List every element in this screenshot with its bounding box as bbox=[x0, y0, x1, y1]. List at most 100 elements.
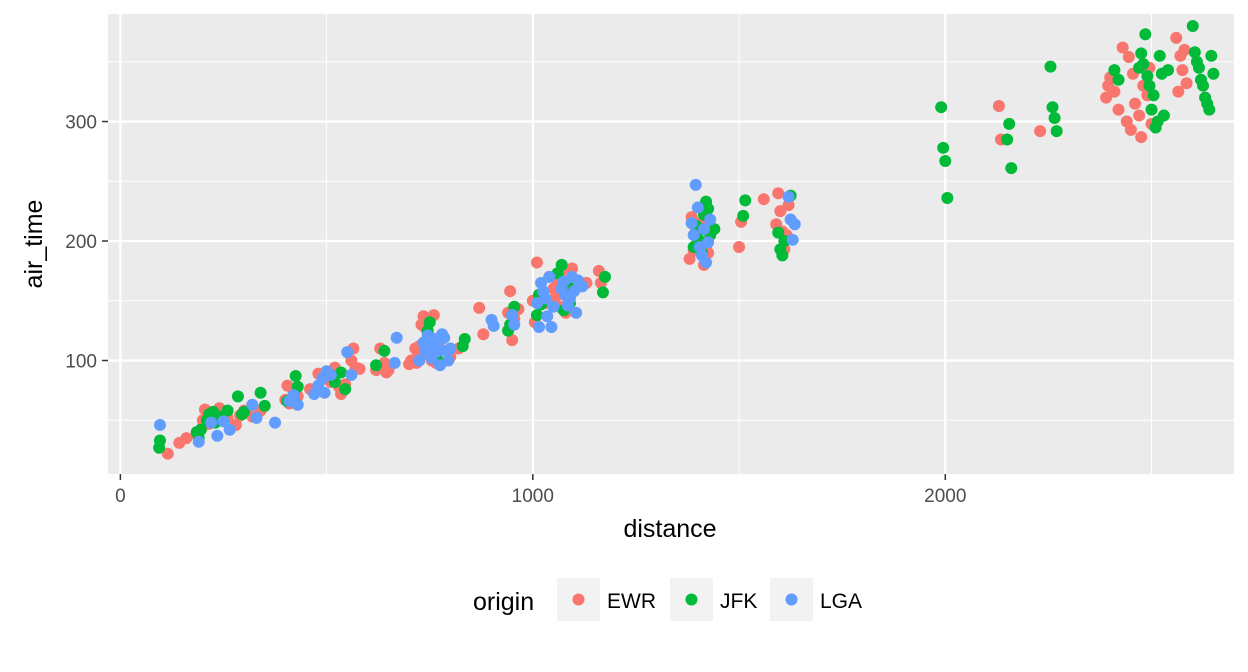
data-point-jfk bbox=[1141, 70, 1154, 83]
data-point-lga bbox=[324, 368, 337, 381]
data-point-jfk bbox=[1153, 49, 1166, 62]
data-point-lga bbox=[786, 233, 799, 246]
data-point-jfk bbox=[1145, 103, 1158, 116]
data-point-jfk bbox=[1112, 73, 1125, 86]
data-point-jfk bbox=[1192, 61, 1205, 74]
data-point-jfk bbox=[708, 223, 721, 236]
data-point-ewr bbox=[1129, 97, 1142, 110]
legend-label-lga: LGA bbox=[820, 590, 862, 613]
data-point-ewr bbox=[504, 285, 517, 298]
data-point-jfk bbox=[937, 141, 950, 154]
data-point-lga bbox=[687, 229, 700, 242]
data-points bbox=[153, 19, 1220, 460]
data-point-jfk bbox=[1203, 103, 1216, 116]
data-point-lga bbox=[697, 223, 710, 236]
data-point-ewr bbox=[782, 199, 795, 212]
data-point-jfk bbox=[1048, 111, 1061, 124]
x-axis-title: distance bbox=[623, 515, 716, 543]
data-point-lga bbox=[545, 321, 558, 334]
data-point-jfk bbox=[772, 226, 785, 239]
data-point-jfk bbox=[1137, 58, 1150, 71]
data-point-lga bbox=[413, 354, 426, 367]
legend: origin EWR JFK LGA bbox=[473, 578, 862, 621]
data-point-lga bbox=[541, 310, 554, 323]
data-point-ewr bbox=[757, 193, 770, 206]
data-point-jfk bbox=[1044, 60, 1057, 73]
data-point-jfk bbox=[231, 390, 244, 403]
data-point-lga bbox=[539, 292, 552, 305]
data-point-lga bbox=[508, 318, 521, 331]
data-point-lga bbox=[442, 354, 455, 367]
series-lga bbox=[153, 178, 801, 448]
data-point-jfk bbox=[935, 101, 948, 114]
legend-swatch-lga bbox=[785, 593, 798, 606]
data-point-lga bbox=[291, 398, 304, 411]
data-point-ewr bbox=[733, 240, 746, 253]
data-point-jfk bbox=[1003, 117, 1016, 130]
data-point-lga bbox=[341, 346, 354, 359]
data-point-lga bbox=[345, 368, 358, 381]
data-point-jfk bbox=[221, 404, 234, 417]
data-point-jfk bbox=[1186, 19, 1199, 32]
data-point-jfk bbox=[1108, 64, 1121, 77]
data-point-ewr bbox=[1108, 85, 1121, 98]
data-point-lga bbox=[570, 306, 583, 319]
data-point-jfk bbox=[1188, 46, 1201, 59]
data-point-lga bbox=[704, 213, 717, 226]
data-point-lga bbox=[438, 331, 451, 344]
data-point-jfk bbox=[370, 359, 383, 372]
data-point-jfk bbox=[194, 423, 207, 436]
data-point-lga bbox=[318, 386, 331, 399]
data-point-lga bbox=[506, 309, 519, 322]
x-tick-label: 2000 bbox=[924, 486, 966, 507]
data-point-jfk bbox=[530, 309, 543, 322]
data-point-ewr bbox=[353, 362, 366, 375]
data-point-lga bbox=[153, 419, 166, 432]
data-point-lga bbox=[547, 300, 560, 313]
data-point-ewr bbox=[992, 100, 1005, 112]
data-point-lga bbox=[700, 256, 713, 269]
data-point-lga bbox=[205, 416, 218, 429]
data-point-jfk bbox=[941, 192, 954, 204]
data-point-ewr bbox=[180, 432, 193, 445]
y-axis-title: air_time bbox=[20, 200, 48, 289]
data-point-lga bbox=[702, 236, 715, 249]
data-point-lga bbox=[211, 429, 224, 442]
data-point-ewr bbox=[1034, 125, 1047, 138]
data-point-ewr bbox=[1122, 51, 1135, 64]
y-tick-label: 200 bbox=[65, 232, 97, 253]
data-point-jfk bbox=[238, 405, 251, 418]
data-point-lga bbox=[487, 319, 500, 332]
data-point-lga bbox=[246, 398, 259, 411]
data-point-lga bbox=[691, 201, 704, 214]
data-point-ewr bbox=[772, 187, 785, 200]
data-point-ewr bbox=[1135, 131, 1148, 144]
data-point-jfk bbox=[555, 258, 568, 271]
data-point-lga bbox=[217, 415, 230, 428]
data-point-jfk bbox=[737, 209, 750, 222]
data-point-ewr bbox=[1170, 31, 1183, 44]
data-point-lga bbox=[533, 321, 546, 334]
data-point-jfk bbox=[258, 399, 271, 412]
x-tick-label: 1000 bbox=[512, 486, 554, 507]
data-point-jfk bbox=[599, 270, 612, 283]
data-point-lga bbox=[685, 217, 698, 230]
data-point-ewr bbox=[549, 291, 562, 304]
data-point-ewr bbox=[1172, 85, 1185, 98]
data-point-jfk bbox=[1050, 125, 1063, 138]
panel-background bbox=[108, 14, 1234, 474]
data-point-lga bbox=[689, 178, 702, 191]
data-point-ewr bbox=[774, 205, 787, 218]
data-point-jfk bbox=[423, 316, 436, 329]
major-gridlines bbox=[108, 14, 1234, 474]
axes: 0 1000 2000 100 200 300 bbox=[65, 113, 966, 507]
data-point-jfk bbox=[776, 249, 789, 262]
legend-title: origin bbox=[473, 588, 534, 616]
data-point-jfk bbox=[1207, 67, 1220, 80]
data-point-lga bbox=[782, 190, 795, 203]
legend-swatch-ewr bbox=[572, 593, 585, 606]
legend-label-jfk: JFK bbox=[720, 590, 757, 613]
data-point-jfk bbox=[254, 386, 267, 399]
data-point-jfk bbox=[458, 332, 471, 345]
data-point-jfk bbox=[1157, 109, 1170, 122]
